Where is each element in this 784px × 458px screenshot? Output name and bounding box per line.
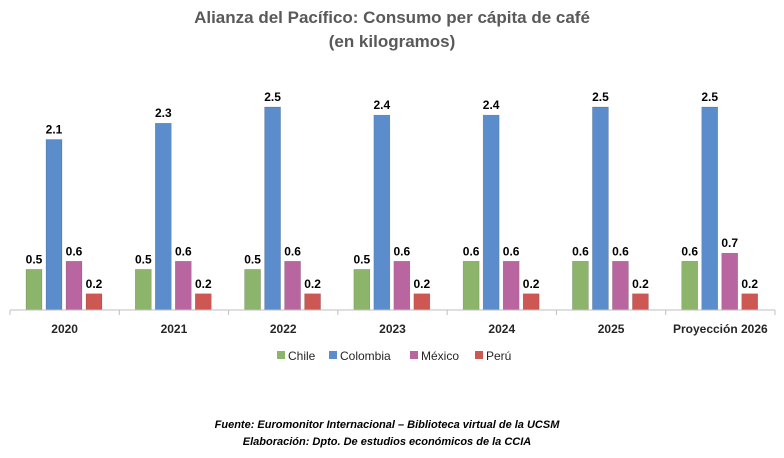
legend-swatch-peru	[475, 351, 483, 359]
data-label-mexico-proyeccion-2026: 0.7	[721, 236, 738, 250]
legend-label-chile: Chile	[288, 349, 316, 363]
bar-chile-2024	[462, 261, 480, 311]
data-label-peru-2025: 0.2	[632, 277, 649, 291]
data-label-chile-2025: 0.6	[572, 244, 589, 258]
bar-colombia-2021	[155, 122, 172, 311]
legend-label-colombia: Colombia	[340, 349, 391, 363]
chart-title: Alianza del Pacífico: Consumo per cápita…	[194, 8, 590, 27]
legend-swatch-mexico	[410, 351, 418, 359]
data-label-colombia-2023: 2.4	[374, 98, 391, 112]
bar-colombia-2024	[482, 114, 500, 311]
legend: Chile Colombia México Perú	[277, 349, 511, 363]
x-axis-ticks: 2020 2021 2022 2023 2024 2025 Proyección 2026	[9, 310, 776, 336]
footer-credit: Elaboración: Dpto. De estudios económico…	[243, 436, 532, 448]
bar-mexico-2020	[65, 261, 83, 311]
data-label-chile-2023: 0.5	[354, 252, 371, 266]
data-label-peru-2022: 0.2	[304, 277, 321, 291]
bar-chile-2022	[244, 269, 261, 311]
data-label-colombia-2020: 2.1	[46, 122, 63, 136]
bar-colombia-2022	[264, 106, 281, 311]
bar-peru-2021	[195, 293, 212, 311]
data-label-chile-2021: 0.5	[135, 252, 152, 266]
bar-colombia-2023	[373, 114, 391, 311]
x-tick-label-2025: 2025	[598, 322, 625, 336]
bar-chile-2025	[572, 261, 589, 311]
bar-chile-proyeccion-2026	[681, 261, 698, 311]
bar-chile-2023	[353, 269, 371, 311]
legend-swatch-colombia	[329, 351, 337, 359]
chart-subtitle: (en kilogramos)	[329, 32, 456, 51]
bar-chile-2020	[25, 269, 43, 311]
data-label-mexico-2023: 0.6	[394, 244, 411, 258]
bars-group	[25, 106, 758, 311]
data-label-peru-2021: 0.2	[195, 277, 212, 291]
data-labels-group: 0.5 2.1 0.6 0.2 0.5 2.3 0.6 0.2 0.5 2.5 0.6 0.2 0.5 2…	[26, 90, 759, 291]
data-label-peru-proyeccion-2026: 0.2	[741, 277, 758, 291]
bar-mexico-2025	[612, 261, 629, 311]
data-label-peru-2024: 0.2	[523, 277, 540, 291]
x-tick-label-2021: 2021	[161, 322, 188, 336]
data-label-colombia-2024: 2.4	[483, 98, 500, 112]
data-label-mexico-2024: 0.6	[503, 244, 520, 258]
x-tick-label-2020: 2020	[51, 322, 78, 336]
data-label-mexico-2021: 0.6	[175, 244, 192, 258]
data-label-mexico-2022: 0.6	[284, 244, 301, 258]
data-label-chile-2020: 0.5	[26, 252, 43, 266]
bar-mexico-2021	[175, 261, 192, 311]
data-label-mexico-2020: 0.6	[66, 244, 83, 258]
bar-colombia-proyeccion-2026	[701, 106, 718, 311]
data-label-colombia-2025: 2.5	[592, 90, 609, 104]
legend-label-peru: Perú	[486, 349, 511, 363]
legend-swatch-chile	[277, 351, 285, 359]
data-label-peru-2023: 0.2	[414, 277, 431, 291]
data-label-chile-2024: 0.6	[463, 244, 480, 258]
data-label-colombia-2022: 2.5	[264, 90, 281, 104]
bar-peru-2023	[413, 293, 431, 311]
data-label-mexico-2025: 0.6	[612, 244, 629, 258]
x-tick-label-proyeccion-2026: Proyección 2026	[673, 322, 768, 336]
bar-peru-2020	[85, 293, 103, 311]
bar-peru-2022	[304, 293, 321, 311]
bar-mexico-2022	[284, 261, 301, 311]
x-tick-label-2024: 2024	[488, 322, 515, 336]
legend-label-mexico: México	[421, 349, 459, 363]
data-label-chile-2022: 0.5	[244, 252, 261, 266]
bar-colombia-2025	[592, 106, 609, 311]
x-tick-label-2022: 2022	[270, 322, 297, 336]
data-label-peru-2020: 0.2	[86, 277, 103, 291]
footer-source: Fuente: Euromonitor Internacional – Bibl…	[215, 419, 561, 431]
data-label-colombia-proyeccion-2026: 2.5	[701, 90, 718, 104]
bar-mexico-2023	[393, 261, 411, 311]
data-label-colombia-2021: 2.3	[155, 106, 172, 120]
x-tick-label-2023: 2023	[379, 322, 406, 336]
data-label-chile-proyeccion-2026: 0.6	[681, 244, 698, 258]
bar-peru-2024	[522, 293, 540, 311]
bar-mexico-2024	[502, 261, 520, 311]
bar-mexico-proyeccion-2026	[721, 252, 738, 311]
bar-colombia-2020	[45, 139, 63, 311]
bar-peru-proyeccion-2026	[741, 293, 758, 311]
bar-chile-2021	[135, 269, 152, 311]
bar-peru-2025	[632, 293, 649, 311]
